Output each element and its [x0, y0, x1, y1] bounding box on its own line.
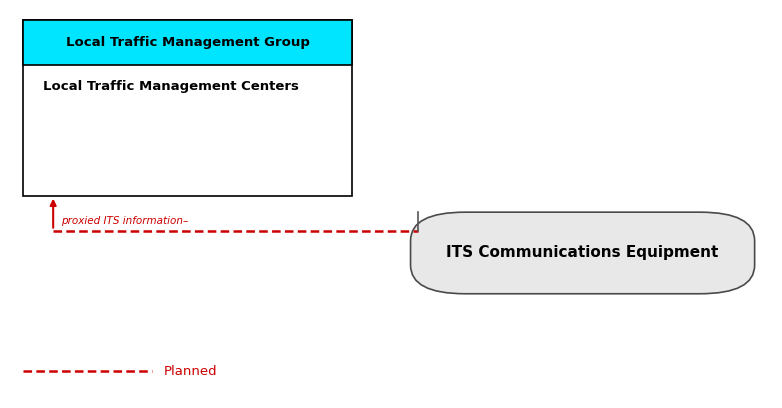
FancyBboxPatch shape: [411, 212, 755, 294]
FancyBboxPatch shape: [23, 20, 352, 65]
FancyBboxPatch shape: [23, 20, 352, 196]
Text: Local Traffic Management Group: Local Traffic Management Group: [66, 36, 310, 49]
Text: proxied ITS information–: proxied ITS information–: [61, 216, 188, 226]
Text: ITS Communications Equipment: ITS Communications Equipment: [447, 246, 719, 260]
Text: Planned: Planned: [164, 365, 218, 378]
Text: Local Traffic Management Centers: Local Traffic Management Centers: [43, 80, 299, 93]
